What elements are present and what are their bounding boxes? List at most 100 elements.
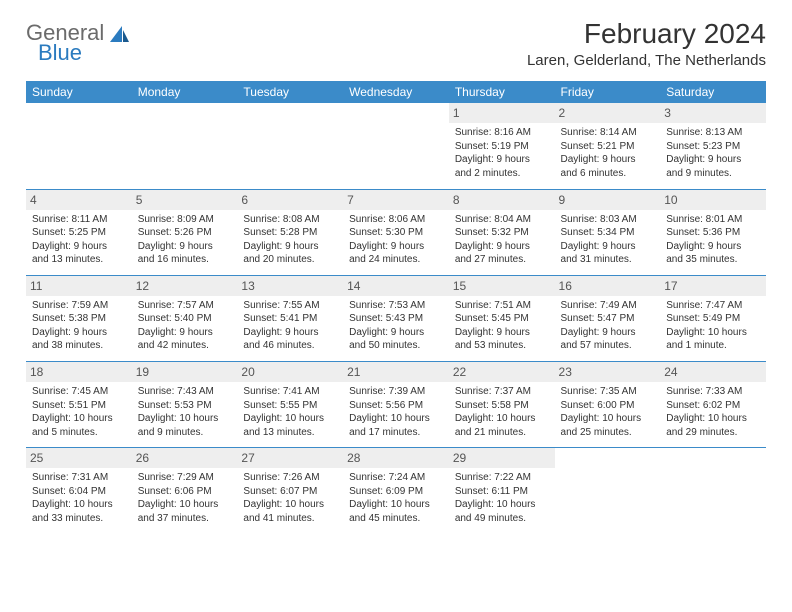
day-details: Sunrise: 7:29 AMSunset: 6:06 PMDaylight:… <box>138 471 232 525</box>
calendar-cell: 29 Sunrise: 7:22 AMSunset: 6:11 PMDayligh… <box>449 448 555 534</box>
calendar-cell: 4 Sunrise: 8:11 AMSunset: 5:25 PMDaylight… <box>26 189 132 275</box>
day-number: 23 <box>555 362 661 382</box>
calendar-row: 4 Sunrise: 8:11 AMSunset: 5:25 PMDaylight… <box>26 189 766 275</box>
calendar-cell <box>237 103 343 189</box>
calendar-cell: 18Sunrise: 7:45 AMSunset: 5:51 PMDayligh… <box>26 361 132 447</box>
calendar-cell: 28 Sunrise: 7:24 AMSunset: 6:09 PMDayligh… <box>343 448 449 534</box>
day-details: Sunrise: 8:01 AMSunset: 5:36 PMDaylight:… <box>666 213 760 267</box>
calendar-cell: 21Sunrise: 7:39 AMSunset: 5:56 PMDayligh… <box>343 361 449 447</box>
day-header: Saturday <box>660 81 766 103</box>
day-details: Sunrise: 8:09 AMSunset: 5:26 PMDaylight:… <box>138 213 232 267</box>
day-number: 21 <box>343 362 449 382</box>
day-header: Thursday <box>449 81 555 103</box>
day-details: Sunrise: 8:06 AMSunset: 5:30 PMDaylight:… <box>349 213 443 267</box>
day-number: 27 <box>237 448 343 468</box>
calendar-cell <box>660 448 766 534</box>
title-block: February 2024 Laren, Gelderland, The Net… <box>527 18 766 69</box>
day-details: Sunrise: 8:03 AMSunset: 5:34 PMDaylight:… <box>561 213 655 267</box>
day-header: Wednesday <box>343 81 449 103</box>
day-number: 15 <box>449 276 555 296</box>
day-number: 25 <box>26 448 132 468</box>
calendar-row: 18Sunrise: 7:45 AMSunset: 5:51 PMDayligh… <box>26 361 766 447</box>
location: Laren, Gelderland, The Netherlands <box>527 52 766 69</box>
day-number: 4 <box>26 190 132 210</box>
calendar-cell: 3Sunrise: 8:13 AMSunset: 5:23 PMDaylight… <box>660 103 766 189</box>
day-header-row: SundayMondayTuesdayWednesdayThursdayFrid… <box>26 81 766 103</box>
calendar-cell: 6 Sunrise: 8:08 AMSunset: 5:28 PMDaylight… <box>237 189 343 275</box>
day-number: 9 <box>555 190 661 210</box>
day-number: 13 <box>237 276 343 296</box>
day-number: 11 <box>26 276 132 296</box>
calendar-cell: 19 Sunrise: 7:43 AMSunset: 5:53 PMDayligh… <box>132 361 238 447</box>
day-number: 17 <box>660 276 766 296</box>
logo-line2: Blue <box>38 42 104 64</box>
day-details: Sunrise: 7:37 AMSunset: 5:58 PMDaylight:… <box>455 385 549 439</box>
day-number: 10 <box>660 190 766 210</box>
day-number: 16 <box>555 276 661 296</box>
logo-sail-icon <box>108 24 130 51</box>
calendar-cell: 11 Sunrise: 7:59 AMSunset: 5:38 PMDayligh… <box>26 275 132 361</box>
calendar-cell <box>343 103 449 189</box>
day-details: Sunrise: 7:47 AMSunset: 5:49 PMDaylight:… <box>666 299 760 353</box>
day-details: Sunrise: 7:26 AMSunset: 6:07 PMDaylight:… <box>243 471 337 525</box>
day-details: Sunrise: 8:14 AMSunset: 5:21 PMDaylight:… <box>561 126 655 180</box>
day-number: 12 <box>132 276 238 296</box>
day-header: Monday <box>132 81 238 103</box>
day-header: Friday <box>555 81 661 103</box>
day-header: Sunday <box>26 81 132 103</box>
day-number: 8 <box>449 190 555 210</box>
day-number: 29 <box>449 448 555 468</box>
day-number: 7 <box>343 190 449 210</box>
day-number: 6 <box>237 190 343 210</box>
calendar-cell: 9 Sunrise: 8:03 AMSunset: 5:34 PMDaylight… <box>555 189 661 275</box>
day-details: Sunrise: 7:55 AMSunset: 5:41 PMDaylight:… <box>243 299 337 353</box>
day-details: Sunrise: 8:16 AMSunset: 5:19 PMDaylight:… <box>455 126 549 180</box>
calendar-cell: 16 Sunrise: 7:49 AMSunset: 5:47 PMDayligh… <box>555 275 661 361</box>
calendar-cell: 20Sunrise: 7:41 AMSunset: 5:55 PMDayligh… <box>237 361 343 447</box>
calendar-cell: 12 Sunrise: 7:57 AMSunset: 5:40 PMDayligh… <box>132 275 238 361</box>
day-number: 22 <box>449 362 555 382</box>
day-details: Sunrise: 7:57 AMSunset: 5:40 PMDaylight:… <box>138 299 232 353</box>
calendar-cell: 25Sunrise: 7:31 AMSunset: 6:04 PMDayligh… <box>26 448 132 534</box>
calendar-cell: 27 Sunrise: 7:26 AMSunset: 6:07 PMDayligh… <box>237 448 343 534</box>
calendar-cell <box>555 448 661 534</box>
logo: General Blue <box>26 22 130 64</box>
calendar-cell: 1 Sunrise: 8:16 AMSunset: 5:19 PMDaylight… <box>449 103 555 189</box>
day-number: 28 <box>343 448 449 468</box>
calendar-row: 25Sunrise: 7:31 AMSunset: 6:04 PMDayligh… <box>26 448 766 534</box>
calendar-cell: 10 Sunrise: 8:01 AMSunset: 5:36 PMDayligh… <box>660 189 766 275</box>
day-number: 19 <box>132 362 238 382</box>
calendar-cell: 17 Sunrise: 7:47 AMSunset: 5:49 PMDayligh… <box>660 275 766 361</box>
day-number: 1 <box>449 103 555 123</box>
day-details: Sunrise: 7:49 AMSunset: 5:47 PMDaylight:… <box>561 299 655 353</box>
day-details: Sunrise: 8:04 AMSunset: 5:32 PMDaylight:… <box>455 213 549 267</box>
day-details: Sunrise: 7:33 AMSunset: 6:02 PMDaylight:… <box>666 385 760 439</box>
calendar-cell: 2 Sunrise: 8:14 AMSunset: 5:21 PMDaylight… <box>555 103 661 189</box>
calendar-cell <box>132 103 238 189</box>
calendar-cell: 24 Sunrise: 7:33 AMSunset: 6:02 PMDayligh… <box>660 361 766 447</box>
day-details: Sunrise: 7:51 AMSunset: 5:45 PMDaylight:… <box>455 299 549 353</box>
month-title: February 2024 <box>527 18 766 50</box>
calendar-cell <box>26 103 132 189</box>
calendar-cell: 14Sunrise: 7:53 AMSunset: 5:43 PMDayligh… <box>343 275 449 361</box>
day-number: 20 <box>237 362 343 382</box>
header: General Blue February 2024 Laren, Gelder… <box>26 18 766 69</box>
calendar-row: 1 Sunrise: 8:16 AMSunset: 5:19 PMDaylight… <box>26 103 766 189</box>
calendar-cell: 15 Sunrise: 7:51 AMSunset: 5:45 PMDayligh… <box>449 275 555 361</box>
calendar-cell: 7 Sunrise: 8:06 AMSunset: 5:30 PMDaylight… <box>343 189 449 275</box>
day-details: Sunrise: 7:35 AMSunset: 6:00 PMDaylight:… <box>561 385 655 439</box>
calendar-cell: 23 Sunrise: 7:35 AMSunset: 6:00 PMDayligh… <box>555 361 661 447</box>
calendar-body: 1 Sunrise: 8:16 AMSunset: 5:19 PMDaylight… <box>26 103 766 534</box>
calendar-cell: 13 Sunrise: 7:55 AMSunset: 5:41 PMDayligh… <box>237 275 343 361</box>
day-details: Sunrise: 7:59 AMSunset: 5:38 PMDaylight:… <box>32 299 126 353</box>
day-details: Sunrise: 7:22 AMSunset: 6:11 PMDaylight:… <box>455 471 549 525</box>
calendar-cell: 8 Sunrise: 8:04 AMSunset: 5:32 PMDaylight… <box>449 189 555 275</box>
logo-text: General Blue <box>26 22 104 64</box>
calendar-cell: 5Sunrise: 8:09 AMSunset: 5:26 PMDaylight… <box>132 189 238 275</box>
day-number: 24 <box>660 362 766 382</box>
day-details: Sunrise: 8:08 AMSunset: 5:28 PMDaylight:… <box>243 213 337 267</box>
day-details: Sunrise: 7:43 AMSunset: 5:53 PMDaylight:… <box>138 385 232 439</box>
day-details: Sunrise: 8:11 AMSunset: 5:25 PMDaylight:… <box>32 213 126 267</box>
day-number: 2 <box>555 103 661 123</box>
day-details: Sunrise: 7:24 AMSunset: 6:09 PMDaylight:… <box>349 471 443 525</box>
